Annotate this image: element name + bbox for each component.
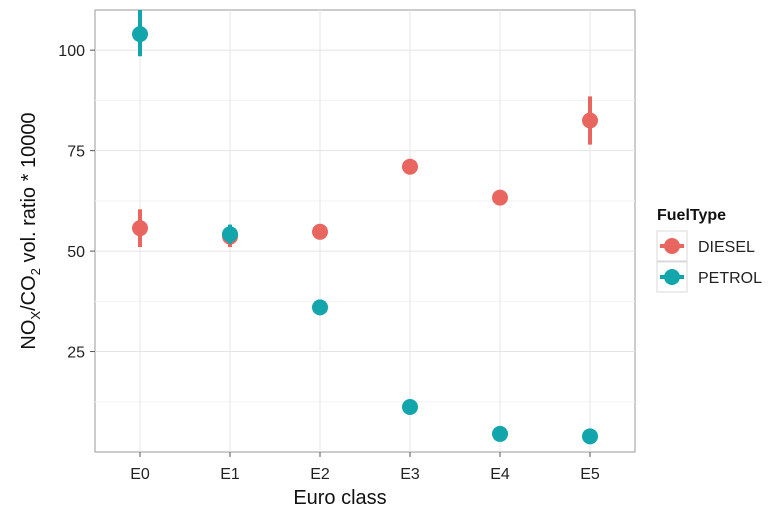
data-point [492,425,508,442]
x-tick-label: E2 [310,466,330,483]
legend: FuelType DIESEL PETROL [656,207,762,293]
legend-item-diesel: DIESEL [656,230,755,262]
legend-title: FuelType [657,207,726,224]
y-tick-label: 75 [67,144,85,161]
x-tick-label: E4 [490,466,510,483]
x-axis: E0 E1 E2 E3 E4 E5 [130,452,600,483]
x-axis-title: Euro class [293,487,386,508]
data-point [312,223,328,240]
legend-key-point [664,269,680,285]
data-point [402,158,418,175]
plot-panel [94,9,636,453]
y-tick-label: 25 [67,345,85,362]
data-marks [132,10,598,445]
y-axis: 25 50 75 100 [58,43,95,362]
data-point [492,189,508,206]
x-tick-label: E3 [400,466,420,483]
y-tick-label: 100 [58,43,85,60]
series-petrol [132,10,598,445]
data-point [402,398,418,415]
data-point [582,428,598,445]
data-point [582,112,598,129]
x-tick-label: E0 [130,466,150,483]
legend-label: DIESEL [698,239,755,256]
data-point [312,299,328,316]
legend-label: PETROL [698,270,762,287]
x-tick-label: E1 [220,466,240,483]
y-axis-title: NOX/CO2 vol. ratio * 10000 [18,112,43,349]
grid-minor [95,99,635,403]
legend-item-petrol: PETROL [656,261,762,293]
grid-major [95,10,635,452]
y-tick-label: 50 [67,244,85,261]
data-point [222,226,238,243]
legend-key-point [664,238,680,254]
data-point [132,26,148,43]
data-point [132,220,148,237]
x-tick-label: E5 [580,466,600,483]
